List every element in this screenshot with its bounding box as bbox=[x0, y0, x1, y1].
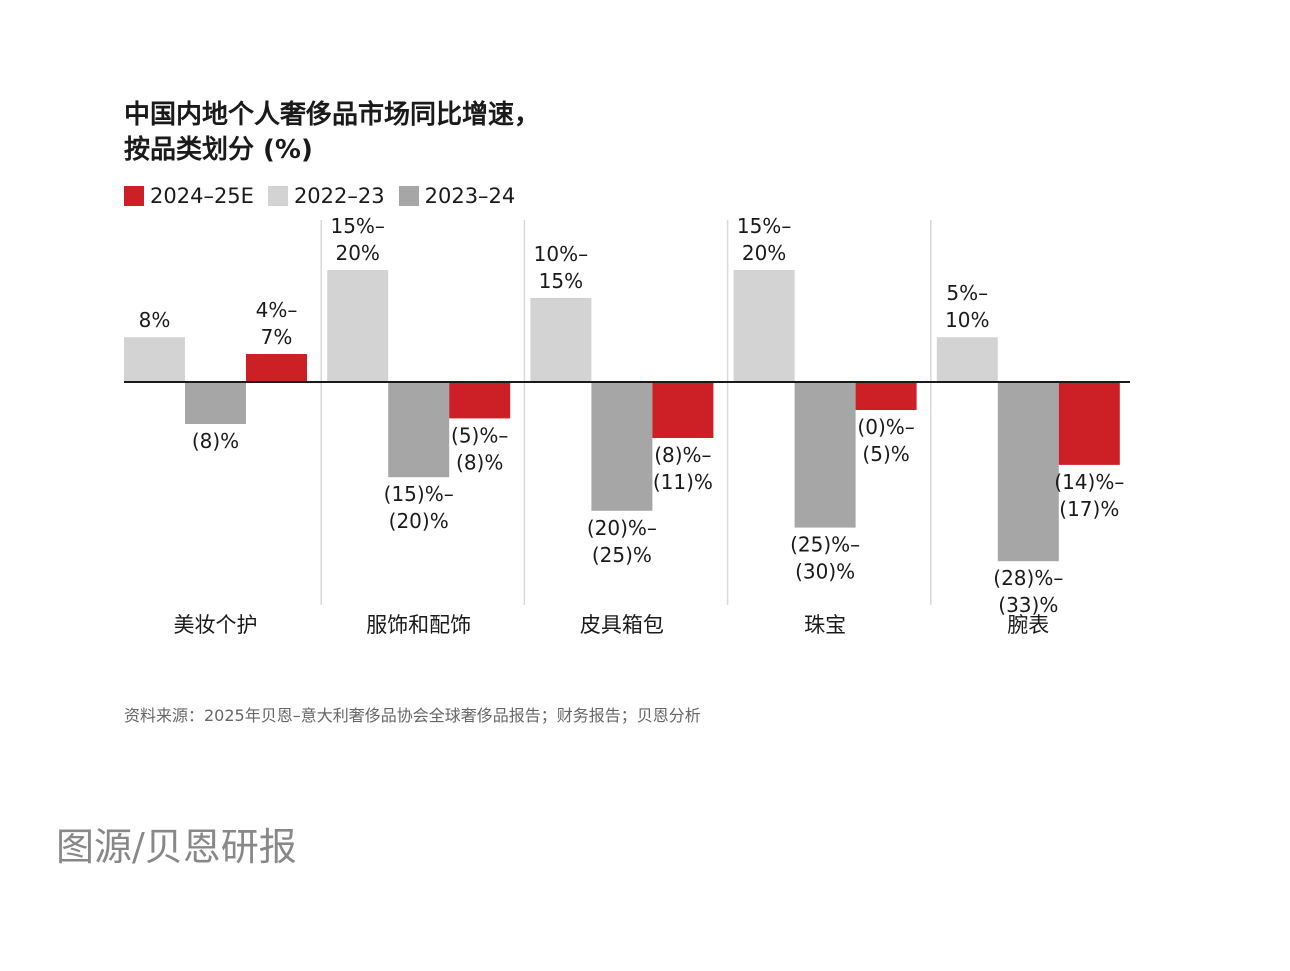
data-label: (28)%– bbox=[993, 566, 1063, 590]
bar bbox=[185, 382, 246, 424]
legend-swatch-2023-24 bbox=[398, 186, 419, 206]
data-label: (15)%– bbox=[384, 482, 454, 506]
data-label: 5%– bbox=[946, 281, 988, 305]
legend-item-2024-25e: 2024–25E bbox=[124, 184, 254, 208]
data-label: 8% bbox=[139, 308, 171, 332]
data-label: 15% bbox=[539, 269, 583, 293]
legend-label-2023-24: 2023–24 bbox=[424, 184, 516, 208]
bar bbox=[936, 337, 998, 382]
category-label: 珠宝 bbox=[804, 613, 846, 637]
data-label: (25)%– bbox=[790, 533, 860, 557]
bar bbox=[530, 298, 592, 382]
bar bbox=[1058, 382, 1120, 465]
bar bbox=[855, 382, 917, 410]
chart-title-line-1: 中国内地个人奢侈品市场同比增速， bbox=[124, 100, 541, 130]
chart-title-line-2: 按品类划分 (%) bbox=[124, 135, 313, 165]
legend-label-2024-25e: 2024–25E bbox=[150, 184, 254, 208]
data-label: (11)% bbox=[653, 470, 713, 494]
data-label: 4%– bbox=[256, 298, 298, 322]
data-label: 10%– bbox=[534, 242, 588, 266]
data-label: (30)% bbox=[795, 560, 855, 584]
data-label: (20)% bbox=[389, 509, 449, 533]
bar bbox=[327, 270, 389, 382]
legend-swatch-2024-25e bbox=[124, 186, 144, 206]
data-label: 10% bbox=[945, 308, 989, 332]
legend-swatch-2022-23 bbox=[267, 186, 288, 206]
chart-legend: 2024–25E 2022–23 2023–24 bbox=[124, 184, 519, 208]
data-label: (0)%– bbox=[857, 415, 914, 439]
category-label: 腕表 bbox=[1007, 613, 1049, 637]
data-label: (20)%– bbox=[587, 516, 657, 540]
data-label: (5)% bbox=[862, 442, 909, 466]
legend-item-2023-24: 2023–24 bbox=[398, 184, 516, 208]
data-label: 20% bbox=[335, 241, 379, 265]
bar bbox=[591, 382, 653, 511]
data-label: 15%– bbox=[330, 214, 384, 238]
legend-item-2022-23: 2022–23 bbox=[267, 184, 385, 208]
legend-label-2022-23: 2022–23 bbox=[293, 184, 385, 208]
data-label: (8)%– bbox=[654, 443, 711, 467]
image-credit: 图源/贝恩研报 bbox=[56, 825, 297, 869]
bar bbox=[246, 354, 307, 382]
bar bbox=[997, 382, 1059, 562]
data-label: 15%– bbox=[737, 214, 791, 238]
data-label: 20% bbox=[742, 241, 786, 265]
source-note: 资料来源：2025年贝恩–意大利奢侈品协会全球奢侈品报告；财务报告；贝恩分析 bbox=[124, 706, 701, 725]
category-label: 美妆个护 bbox=[174, 613, 258, 637]
category-label: 皮具箱包 bbox=[580, 613, 664, 637]
bar bbox=[124, 337, 185, 382]
data-label: (14)%– bbox=[1054, 470, 1124, 494]
category-label: 服饰和配饰 bbox=[366, 613, 471, 637]
bar-chart: 8% (8)% 4%– 7% 美妆个护 15%– 20% (15)%– (20)% (5)%– (8… bbox=[124, 214, 1130, 637]
bar bbox=[449, 382, 511, 419]
bar bbox=[652, 382, 714, 438]
data-label: (8)% bbox=[456, 450, 503, 474]
data-label: (17)% bbox=[1059, 497, 1119, 521]
chart-title: 中国内地个人奢侈品市场同比增速， 按品类划分 (%) bbox=[124, 98, 540, 168]
bar bbox=[733, 270, 795, 382]
data-label: (33)% bbox=[998, 593, 1058, 617]
data-label: (25)% bbox=[592, 543, 652, 567]
bar bbox=[388, 382, 450, 478]
bar bbox=[794, 382, 856, 528]
data-label: (8)% bbox=[192, 429, 239, 453]
data-label: (5)%– bbox=[451, 423, 508, 447]
data-label: 7% bbox=[261, 325, 293, 349]
